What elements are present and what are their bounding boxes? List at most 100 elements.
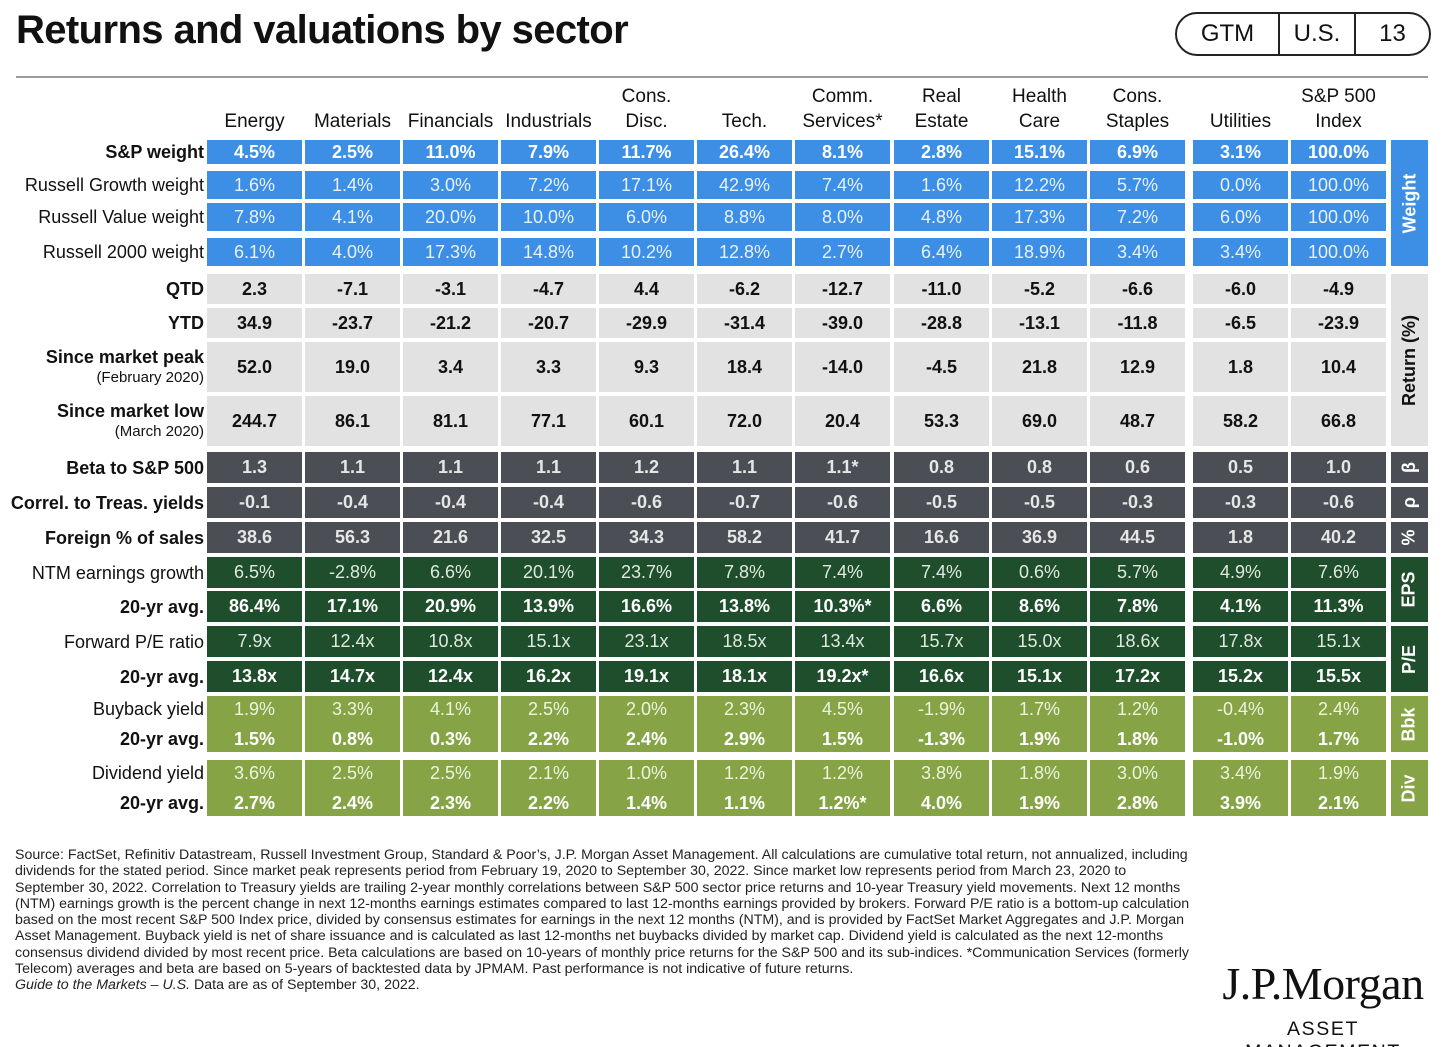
table-cell: -28.8 [894,308,989,338]
table-cell: 52.0 [207,342,302,392]
row-label-20-yr-avg: 20-yr avg. [8,661,204,692]
side-label-pct: % [1391,522,1428,553]
logo-wordmark: J.P.Morgan [1222,958,1424,1009]
table-cell: 7.9x [207,626,302,657]
cell-gap-fill [599,722,694,726]
table-cell: 15.1x [501,626,596,657]
table-cell: 3.9% [1193,790,1288,816]
table-cell: 4.4 [599,274,694,304]
table-cell: 42.9% [697,171,792,199]
table-cell: 6.9% [1090,140,1185,164]
table-cell: 69.0 [992,396,1087,446]
table-cell: -11.0 [894,274,989,304]
column-header-line: Estate [914,111,969,132]
column-header-line: Utilities [1209,111,1272,132]
table-cell: 86.1 [305,396,400,446]
jpmorgan-logo: J.P.Morgan ASSET MANAGEMENT [1208,960,1438,1047]
table-cell: 1.7% [992,696,1087,722]
row-label-text: NTM earnings growth [31,562,204,583]
gtm-tag-group: GTM U.S. 13 [1175,12,1431,56]
table-cell: 72.0 [697,396,792,446]
table-cell: 1.1% [697,790,792,816]
table-cell: 8.8% [697,203,792,231]
table-cell: 10.2% [599,238,694,266]
table-cell: 15.1x [1291,626,1386,657]
table-cell: 1.4% [305,171,400,199]
table-cell: 16.6x [894,661,989,692]
page-title: Returns and valuations by sector [16,8,629,52]
table-cell: 86.4% [207,591,302,622]
row-label-text: Since market low [56,401,204,421]
side-label-beta: β [1391,452,1428,483]
column-header-line: Energy [224,111,285,132]
table-cell: 1.2 [599,452,694,483]
table-cell: 3.8% [894,760,989,786]
row-label-text: Russell Growth weight [24,175,204,195]
table-cell: 0.8% [305,726,400,752]
row-sublabel-text: (February 2020) [96,369,204,386]
table-cell: 40.2 [1291,522,1386,553]
table-cell: -0.4 [501,487,596,518]
column-header-real-estate: Real Estate [890,84,993,134]
cell-gap-fill [992,722,1087,726]
table-cell: -31.4 [697,308,792,338]
table-cell: 1.4% [599,790,694,816]
table-cell: 8.6% [992,591,1087,622]
column-header-line: Financials [407,111,494,132]
gtm-tag: GTM [1200,20,1255,47]
row-label-text: S&P weight [105,142,204,162]
column-header-s-p-500-index: S&P 500 Index [1287,84,1390,134]
column-header-materials: Materials [301,84,404,134]
table-cell: 2.8% [1090,790,1185,816]
table-cell: 4.1% [403,696,498,722]
table-cell: 16.6 [894,522,989,553]
table-cell: 7.9% [501,140,596,164]
table-cell: 100.0% [1291,140,1386,164]
table-cell: -0.7 [697,487,792,518]
source-text: Source: FactSet, Refinitiv Datastream, R… [15,847,1190,978]
guide-title: Guide to the Markets – U.S. [15,977,191,994]
cell-gap-fill [1193,722,1288,726]
region-tag: U.S. [1278,14,1354,54]
table-cell: 1.1 [305,452,400,483]
side-label-text: P/E [1398,644,1419,674]
row-label-beta-to-s-p-500: Beta to S&P 500 [8,452,204,483]
table-cell: -0.6 [1291,487,1386,518]
table-cell: 4.9% [1193,557,1288,588]
cell-gap-fill [1090,722,1185,726]
table-cell: -3.1 [403,274,498,304]
table-cell: -0.4 [305,487,400,518]
side-label-text: % [1398,529,1419,546]
table-cell: 4.8% [894,203,989,231]
table-cell: -11.8 [1090,308,1185,338]
table-cell: 58.2 [1193,396,1288,446]
table-cell: 6.0% [1193,203,1288,231]
row-label-ytd: YTD [8,308,204,338]
table-cell: -6.5 [1193,308,1288,338]
table-cell: 1.1* [795,452,890,483]
table-cell: -0.5 [992,487,1087,518]
page-number-tag: 13 [1354,14,1429,54]
table-cell: -12.7 [795,274,890,304]
table-cell: -7.1 [305,274,400,304]
table-cell: 16.6% [599,591,694,622]
table-cell: 0.8 [992,452,1087,483]
table-cell: 7.4% [795,171,890,199]
table-cell: 15.7x [894,626,989,657]
side-label-text: EPS [1399,571,1419,608]
cell-gap-fill [501,722,596,726]
table-cell: 11.7% [599,140,694,164]
column-header-cons-disc: Cons. Disc. [595,84,698,134]
table-cell: 2.4% [1291,696,1386,722]
table-cell: 17.1% [305,591,400,622]
row-label-text: Russell Value weight [38,207,204,227]
table-cell: 18.5x [697,626,792,657]
side-label-text: Div [1398,773,1419,803]
side-label-bbk: Bbk [1391,696,1428,752]
row-label-qtd: QTD [8,274,204,304]
cell-gap-fill [599,786,694,790]
row-label-foreign-of-sales: Foreign % of sales [8,522,204,553]
table-cell: 100.0% [1291,171,1386,199]
row-label-20-yr-avg: 20-yr avg. [8,591,204,622]
row-label-dividend-yield: Dividend yield [8,760,204,786]
